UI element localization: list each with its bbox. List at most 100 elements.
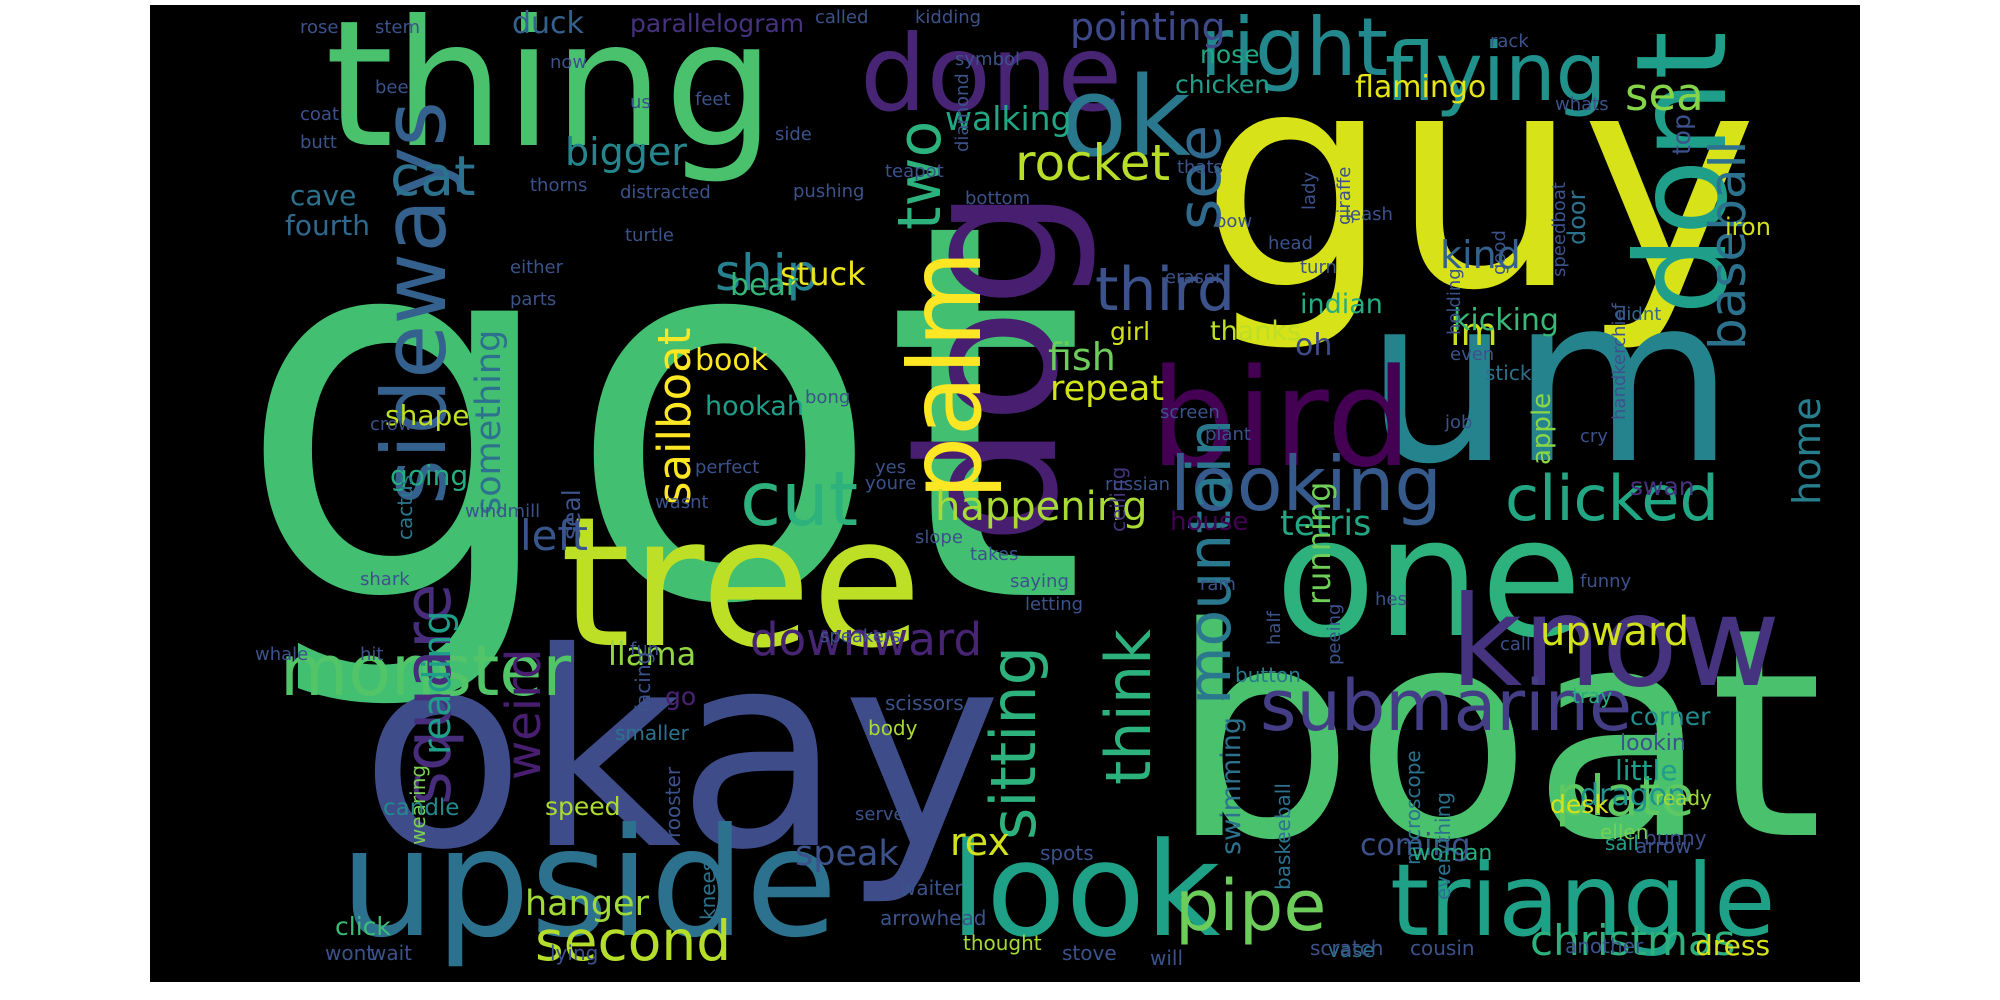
word-115: tray [1572,684,1612,708]
word-102: woman [1412,841,1492,866]
word-161: bong [805,387,850,408]
word-16: done [860,13,1122,135]
word-36: christmas [1530,916,1736,965]
word-57: repeat [1050,369,1164,409]
word-35: plate [1555,764,1694,828]
word-31: see [1165,125,1235,230]
word-165: turtle [625,225,674,246]
word-131: stove [1062,941,1117,965]
word-8: dog [879,188,1100,545]
word-26: clicked [1505,462,1719,535]
word-124: button [1235,663,1301,687]
word-121: facing [631,652,655,713]
word-95: door [1563,190,1591,245]
word-108: everything [1431,792,1455,900]
word-29: cut [740,455,858,543]
word-99: wearing [406,765,430,845]
word-4: okay [360,594,1002,909]
word-155: wasnt [655,492,709,513]
word-75: cave [290,179,356,212]
word-97: microscope [1401,750,1425,865]
word-149: hit [360,644,383,665]
word-177: giraffe [1334,167,1355,225]
word-122: smaller [615,721,690,745]
word-69: oh [1295,328,1332,363]
word-44: weird [496,649,552,780]
word-38: rocket [1015,134,1170,192]
word-80: girl [1110,317,1150,346]
word-81: thanks [1210,316,1301,347]
word-94: seal [557,489,586,540]
word-cloud: got guy um boat okay thing tree one dog upside loo… [150,5,1860,982]
word-176: turn [1300,257,1337,278]
word-140: peeing [1324,604,1345,665]
word-143: call [1500,634,1531,655]
word-91: nose [1200,40,1260,69]
word-27: second [535,909,731,973]
word-22: submarine [1260,665,1632,747]
word-46: left [520,511,588,560]
word-109: knees [696,861,720,920]
word-52: kind [1440,233,1521,277]
word-148: fun [630,639,659,660]
word-120: didnt [1615,304,1661,325]
word-68: dragon [1580,778,1686,813]
word-71: duck [512,6,585,41]
word-184: bee [375,77,409,98]
word-62: reading [415,611,459,755]
word-73: coming [1360,828,1470,863]
word-90: apple [1527,393,1557,465]
word-66: dress [1695,929,1770,962]
word-84: chicken [1175,70,1270,99]
word-133: wont [325,941,374,965]
word-33: two [885,121,955,230]
word-178: lady [1299,172,1320,210]
word-181: feet [695,89,731,110]
word-198: even [1450,344,1494,365]
word-170: diamond [952,73,973,152]
word-199: holding [1444,268,1465,335]
word-45: upward [1540,609,1689,655]
word-89: go [665,682,696,711]
word-10: look [950,814,1220,966]
word-147: speakers [820,626,901,647]
word-126: cousin [1410,936,1475,960]
word-156: perfect [695,457,759,478]
word-164: either [510,257,564,278]
word-12: know [1450,570,1780,715]
word-112: sail [1605,831,1639,855]
word-179: whats [1555,94,1609,115]
word-154: yes [875,457,906,478]
word-172: thats [1177,157,1223,178]
word-137: rooster [661,766,685,838]
word-55: llama [608,635,696,673]
word-98: swan [1630,472,1695,501]
word-41: baseball [1699,141,1757,350]
word-135: waiter [900,876,963,900]
word-169: bottom [965,188,1030,209]
word-167: thorns [530,175,587,196]
word-193: good [1489,230,1510,275]
word-105: thought [963,931,1042,955]
word-180: side [775,124,812,145]
word-9: upside [340,797,838,971]
word-195: handkerchief [1609,302,1630,420]
word-49: pointing [1070,5,1226,49]
word-37: sitting [977,646,1050,840]
word-174: eraser [1165,267,1223,288]
word-34: think [1092,629,1165,785]
word-92: stick [1485,361,1532,385]
word-166: distracted [620,182,711,203]
word-157: windmill [465,501,540,522]
word-0: got [235,112,1087,718]
word-42: sailboat [648,328,701,505]
word-138: server [855,804,913,825]
word-191: symbol [955,49,1020,70]
word-196: cry [1580,426,1608,447]
word-136: spots [1040,841,1094,865]
word-158: russian [1105,474,1170,495]
word-144: takes [970,544,1018,565]
word-82: house [1170,507,1248,537]
word-11: bird [1150,340,1412,497]
